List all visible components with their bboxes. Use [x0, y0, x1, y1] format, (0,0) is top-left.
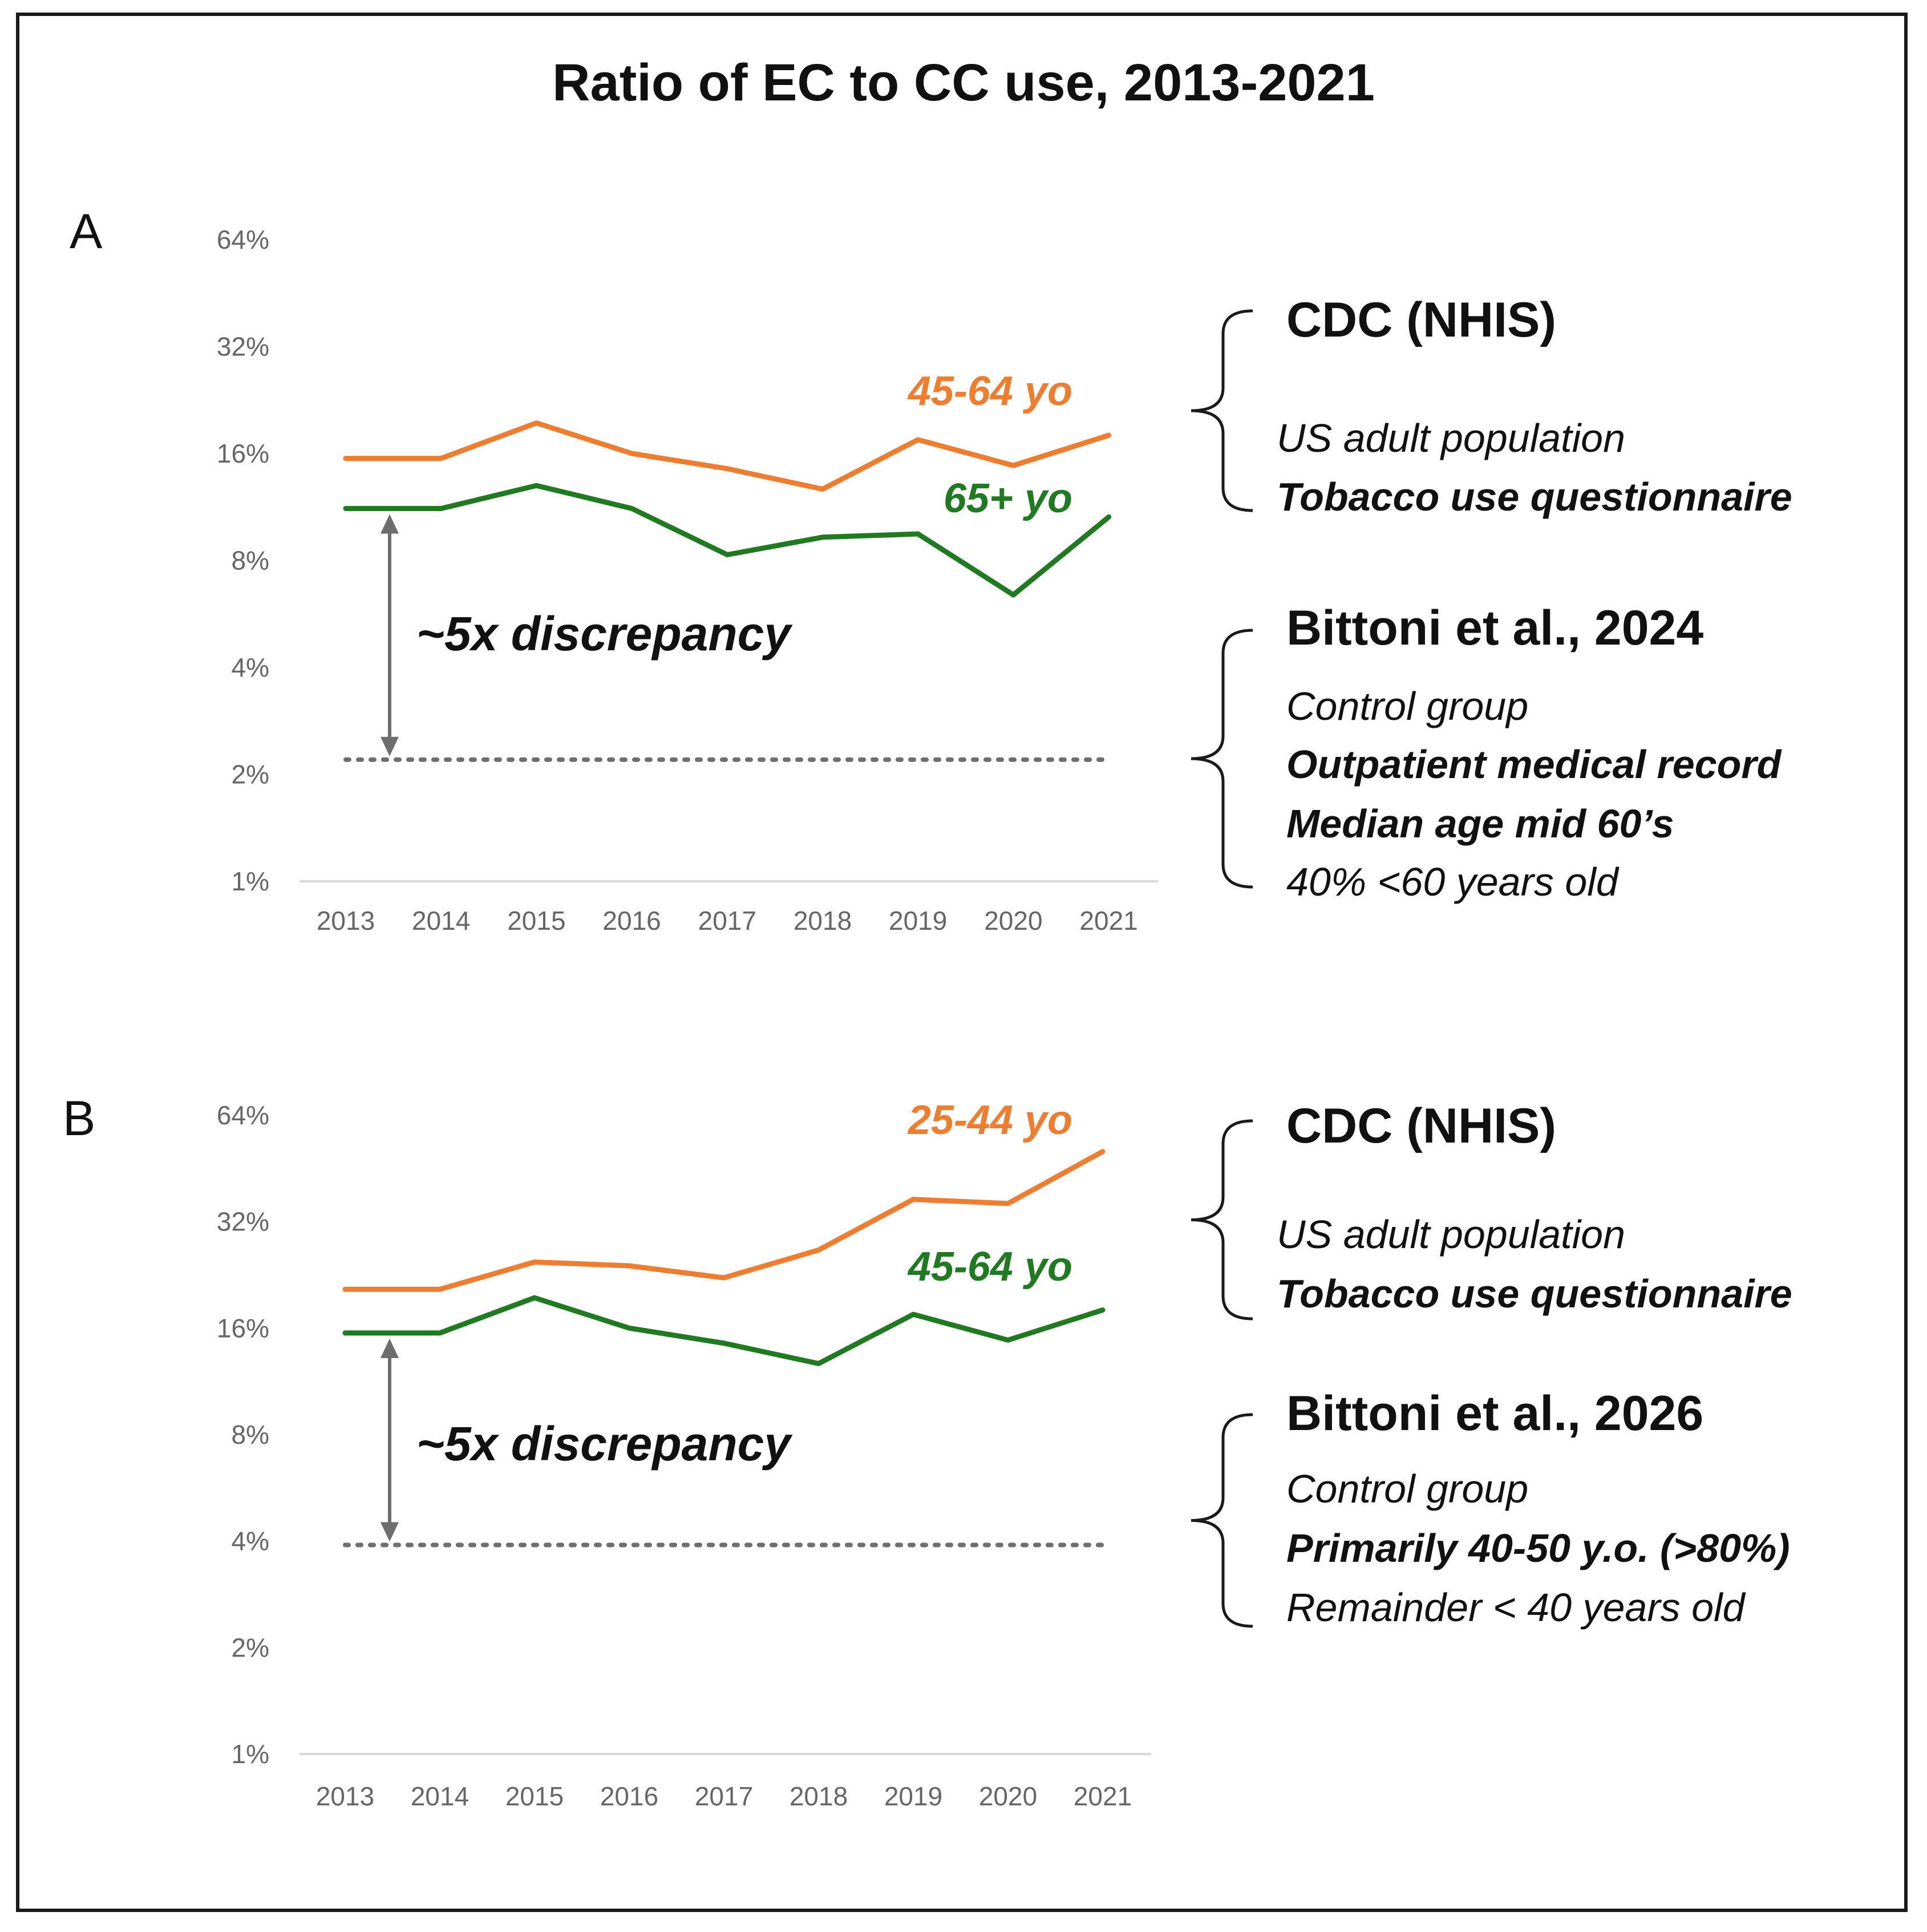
series-label: 65+ yo: [944, 476, 1072, 521]
y-tick-label: 32%: [217, 1207, 269, 1237]
series-label: 45-64 yo: [907, 1244, 1072, 1290]
annotation-line: US adult population: [1277, 1212, 1625, 1257]
x-tick-label: 2014: [411, 1781, 469, 1811]
discrepancy-arrow-head-down: [380, 1522, 399, 1542]
series-line-orange: [343, 420, 1112, 492]
x-tick-label: 2021: [1079, 906, 1137, 935]
panel-a: A 64% 32% 16% 8% 4% 2% 1% 2013 2014 2015 2016 2017 20…: [70, 204, 1792, 935]
series-line-green: [342, 1295, 1106, 1366]
discrepancy-label: ~5x discrepancy: [416, 1417, 793, 1471]
annotation-line: Control group: [1286, 684, 1528, 728]
discrepancy-label: ~5x discrepancy: [416, 607, 793, 661]
y-tick-label: 2%: [232, 1633, 269, 1662]
annotation-line: Tobacco use questionnaire: [1277, 475, 1792, 519]
y-tick-label: 8%: [232, 1420, 269, 1449]
panel-letter: B: [63, 1091, 95, 1146]
y-tick-label: 64%: [217, 1100, 269, 1130]
series-line-orange: [342, 1149, 1106, 1292]
x-tick-label: 2018: [790, 1781, 848, 1811]
discrepancy-arrow-head-up: [380, 1338, 399, 1358]
y-tick-label: 8%: [232, 546, 269, 576]
x-tick-label: 2020: [979, 1781, 1037, 1811]
y-tick-label: 16%: [217, 439, 269, 468]
panel-b: B 64% 32% 16% 8% 4% 2% 1% 2013 2014 2015 2016 2017 20…: [63, 1091, 1792, 1811]
annotation-heading: CDC (NHIS): [1286, 1099, 1556, 1153]
x-tick-label: 2013: [317, 906, 375, 935]
x-tick-label: 2014: [412, 906, 470, 935]
x-tick-label: 2015: [507, 906, 565, 935]
annotation-line: Outpatient medical record: [1286, 742, 1782, 787]
annotation-bracket: [1191, 1119, 1253, 1321]
annotation-line: Primarily 40-50 y.o. (>80%): [1286, 1526, 1790, 1570]
annotation-line: US adult population: [1277, 416, 1625, 460]
y-tick-label: 1%: [232, 1739, 269, 1769]
annotation-line: 40% <60 years old: [1286, 860, 1620, 904]
series-line-green: [343, 483, 1112, 598]
annotation-line: Median age mid 60’s: [1286, 801, 1674, 846]
discrepancy-arrow-head-up: [380, 514, 399, 534]
annotation-bracket: [1191, 1413, 1253, 1628]
discrepancy-arrow-head-down: [380, 736, 399, 756]
chart-title: Ratio of EC to CC use, 2013-2021: [552, 54, 1375, 112]
annotation-heading: CDC (NHIS): [1286, 293, 1556, 347]
y-tick-label: 16%: [217, 1313, 269, 1343]
panel-letter: A: [70, 204, 103, 259]
annotation-bracket: [1191, 629, 1253, 889]
x-tick-label: 2017: [695, 1781, 753, 1811]
x-tick-label: 2019: [889, 906, 947, 935]
series-label: 25-44 yo: [907, 1097, 1072, 1143]
x-tick-label: 2015: [505, 1781, 564, 1811]
annotation-bracket: [1191, 309, 1253, 512]
series-label: 45-64 yo: [907, 368, 1072, 414]
x-tick-label: 2016: [600, 1781, 658, 1811]
x-tick-label: 2018: [794, 906, 852, 935]
annotation-line: Control group: [1286, 1467, 1528, 1511]
y-tick-label: 4%: [232, 1526, 269, 1556]
y-tick-label: 64%: [217, 225, 269, 254]
x-tick-label: 2017: [698, 906, 756, 935]
y-tick-label: 2%: [232, 760, 269, 789]
x-tick-label: 2021: [1074, 1781, 1132, 1811]
annotation-line: Remainder < 40 years old: [1286, 1585, 1746, 1630]
y-tick-label: 32%: [217, 332, 269, 362]
x-tick-label: 2019: [884, 1781, 942, 1811]
x-tick-label: 2016: [602, 906, 661, 935]
annotation-line: Tobacco use questionnaire: [1277, 1271, 1792, 1316]
figure-frame: [16, 13, 1908, 1912]
x-tick-label: 2013: [316, 1781, 374, 1811]
x-tick-label: 2020: [984, 906, 1042, 935]
y-tick-label: 4%: [232, 653, 269, 682]
annotation-heading: Bittoni et al., 2024: [1286, 601, 1703, 655]
y-tick-label: 1%: [232, 866, 269, 896]
annotation-heading: Bittoni et al., 2026: [1286, 1386, 1703, 1441]
